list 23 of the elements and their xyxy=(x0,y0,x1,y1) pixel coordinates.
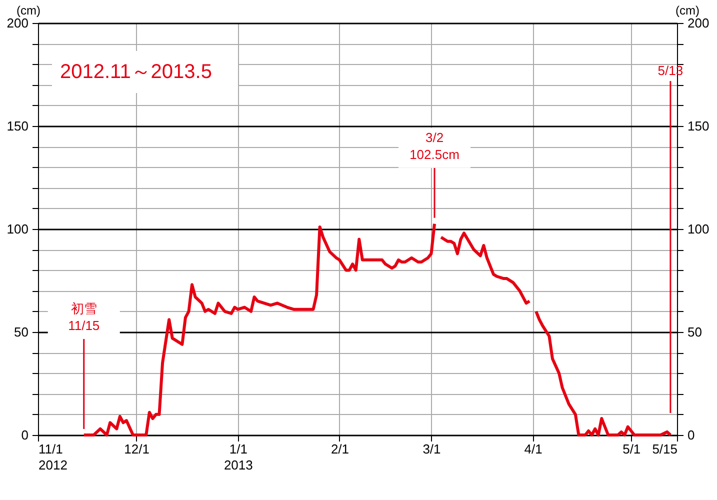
y2-tick-label: 200 xyxy=(688,16,710,30)
x-tick-label: 12/1 xyxy=(124,442,150,456)
y-tick-label: 100 xyxy=(6,222,28,236)
x-tick-label: 3/1 xyxy=(422,442,441,456)
text: 2012.11～2013.5 xyxy=(60,61,212,83)
y-tick-label: 0 xyxy=(21,428,28,442)
y-tick-label: 150 xyxy=(6,118,28,134)
y2-tick-label: 0 xyxy=(688,428,695,442)
x-tick-label: 5/1 xyxy=(622,442,641,456)
y2-tick-label: 50 xyxy=(688,324,702,340)
annotation: 初雪 11/15 xyxy=(68,301,100,333)
x-tick-label: 11/1 2012 xyxy=(38,442,68,472)
annotation: 3/2 102.5cm xyxy=(410,130,460,162)
x-tick-label: 5/15 xyxy=(652,442,678,456)
x-tick-label: 4/1 xyxy=(524,442,542,456)
y-tick-label: 50 xyxy=(14,324,28,340)
y-axis-title: (cm) xyxy=(16,4,40,18)
y2-axis-title: (cm) xyxy=(676,4,700,18)
y2-tick-label: 100 xyxy=(688,222,710,236)
x-tick-label: 1/1 2013 xyxy=(224,442,253,472)
x-tick-label: 2/1 xyxy=(330,442,350,456)
y2-tick-label: 150 xyxy=(688,118,710,134)
y-tick-label: 200 xyxy=(6,16,28,30)
